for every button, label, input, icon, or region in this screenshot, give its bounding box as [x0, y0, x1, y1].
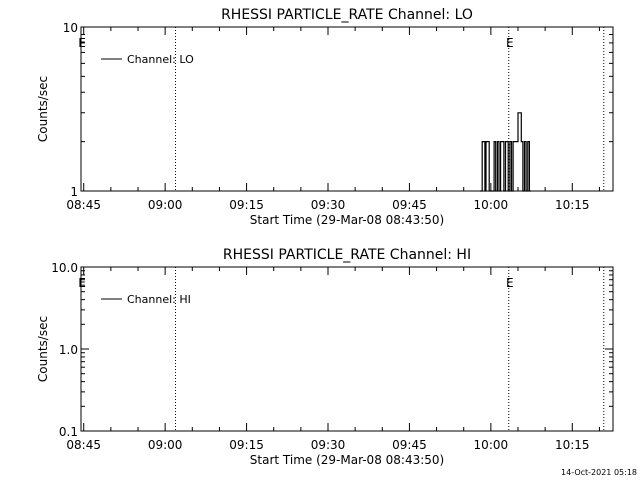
x-tick-label: 08:45 [66, 438, 101, 452]
x-tick-label: 10:15 [555, 198, 590, 212]
y-axis-label: Counts/sec [36, 76, 50, 142]
x-tick-label: 08:45 [66, 198, 101, 212]
y-tick-label: 1.0 [59, 343, 78, 357]
event-mark: E [78, 276, 86, 290]
y-axis-label: Counts/sec [36, 316, 50, 382]
event-mark: E [506, 276, 514, 290]
x-tick-label: 09:00 [148, 438, 183, 452]
chart-title: RHESSI PARTICLE_RATE Channel: HI [223, 247, 471, 263]
legend-label: Channel: LO [127, 53, 194, 66]
y-tick-label: 0.1 [59, 425, 78, 439]
x-tick-label: 09:15 [229, 438, 264, 452]
y-tick-label: 10 [63, 21, 78, 35]
x-tick-label: 09:00 [148, 198, 183, 212]
x-tick-label: 09:45 [392, 438, 427, 452]
x-tick-label: 10:00 [474, 198, 509, 212]
y-tick-label: 1 [70, 185, 78, 199]
chart-lo-channel: RHESSI PARTICLE_RATE Channel: LO 08:45 09:… [36, 7, 614, 227]
x-axis-label: Start Time (29-Mar-08 08:43:50) [250, 213, 444, 227]
x-tick-label: 10:00 [474, 438, 509, 452]
x-tick-label: 09:45 [392, 198, 427, 212]
x-tick-label: 10:15 [555, 438, 590, 452]
x-tick-label: 09:30 [311, 198, 346, 212]
generation-timestamp: 14-Oct-2021 05:18 [561, 468, 637, 477]
x-tick-label: 09:30 [311, 438, 346, 452]
legend-label: Channel: HI [127, 293, 191, 306]
y-tick-label: 10.0 [51, 261, 78, 275]
event-mark: E [78, 36, 86, 50]
plot-frame [80, 266, 614, 432]
x-tick-label: 09:15 [229, 198, 264, 212]
plot-frame [80, 26, 614, 192]
x-axis-label: Start Time (29-Mar-08 08:43:50) [250, 453, 444, 467]
chart-title: RHESSI PARTICLE_RATE Channel: LO [221, 7, 473, 23]
event-mark: E [506, 36, 514, 50]
chart-hi-channel: RHESSI PARTICLE_RATE Channel: HI 08:45 09:… [36, 247, 614, 467]
data-series-line [480, 112, 531, 192]
